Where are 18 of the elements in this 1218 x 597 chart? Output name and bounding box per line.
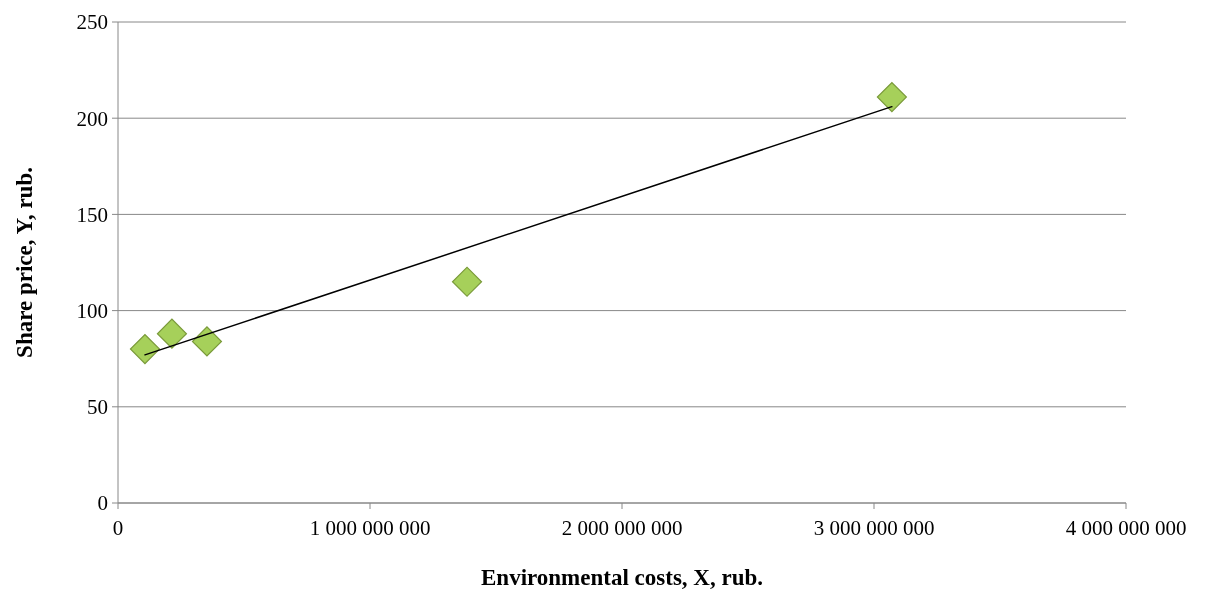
- point: [129, 333, 161, 365]
- point: [451, 266, 483, 297]
- x-tick-label: 0: [112, 516, 124, 540]
- x-tick-label: 2 000 000 000: [561, 516, 683, 540]
- y-tick-label: 100: [76, 298, 108, 323]
- y-tick-label: 150: [76, 202, 108, 227]
- y-tick-label: 0: [97, 491, 108, 516]
- point: [156, 318, 188, 349]
- x-tick-label: 1 000 000 000: [309, 516, 431, 540]
- y-tick-label: 250: [76, 10, 108, 35]
- y-tick-label: 50: [87, 395, 108, 420]
- point: [876, 81, 907, 113]
- x-tick-label: 4 000 000 000: [1065, 516, 1187, 540]
- x-tick-label: 3 000 000 000: [813, 516, 935, 540]
- y-tick-label: 200: [76, 106, 108, 131]
- x-axis-title: Environmental costs, X, rub.: [481, 565, 763, 590]
- y-axis-title: Share price, Y, rub.: [12, 167, 37, 358]
- point: [191, 326, 223, 357]
